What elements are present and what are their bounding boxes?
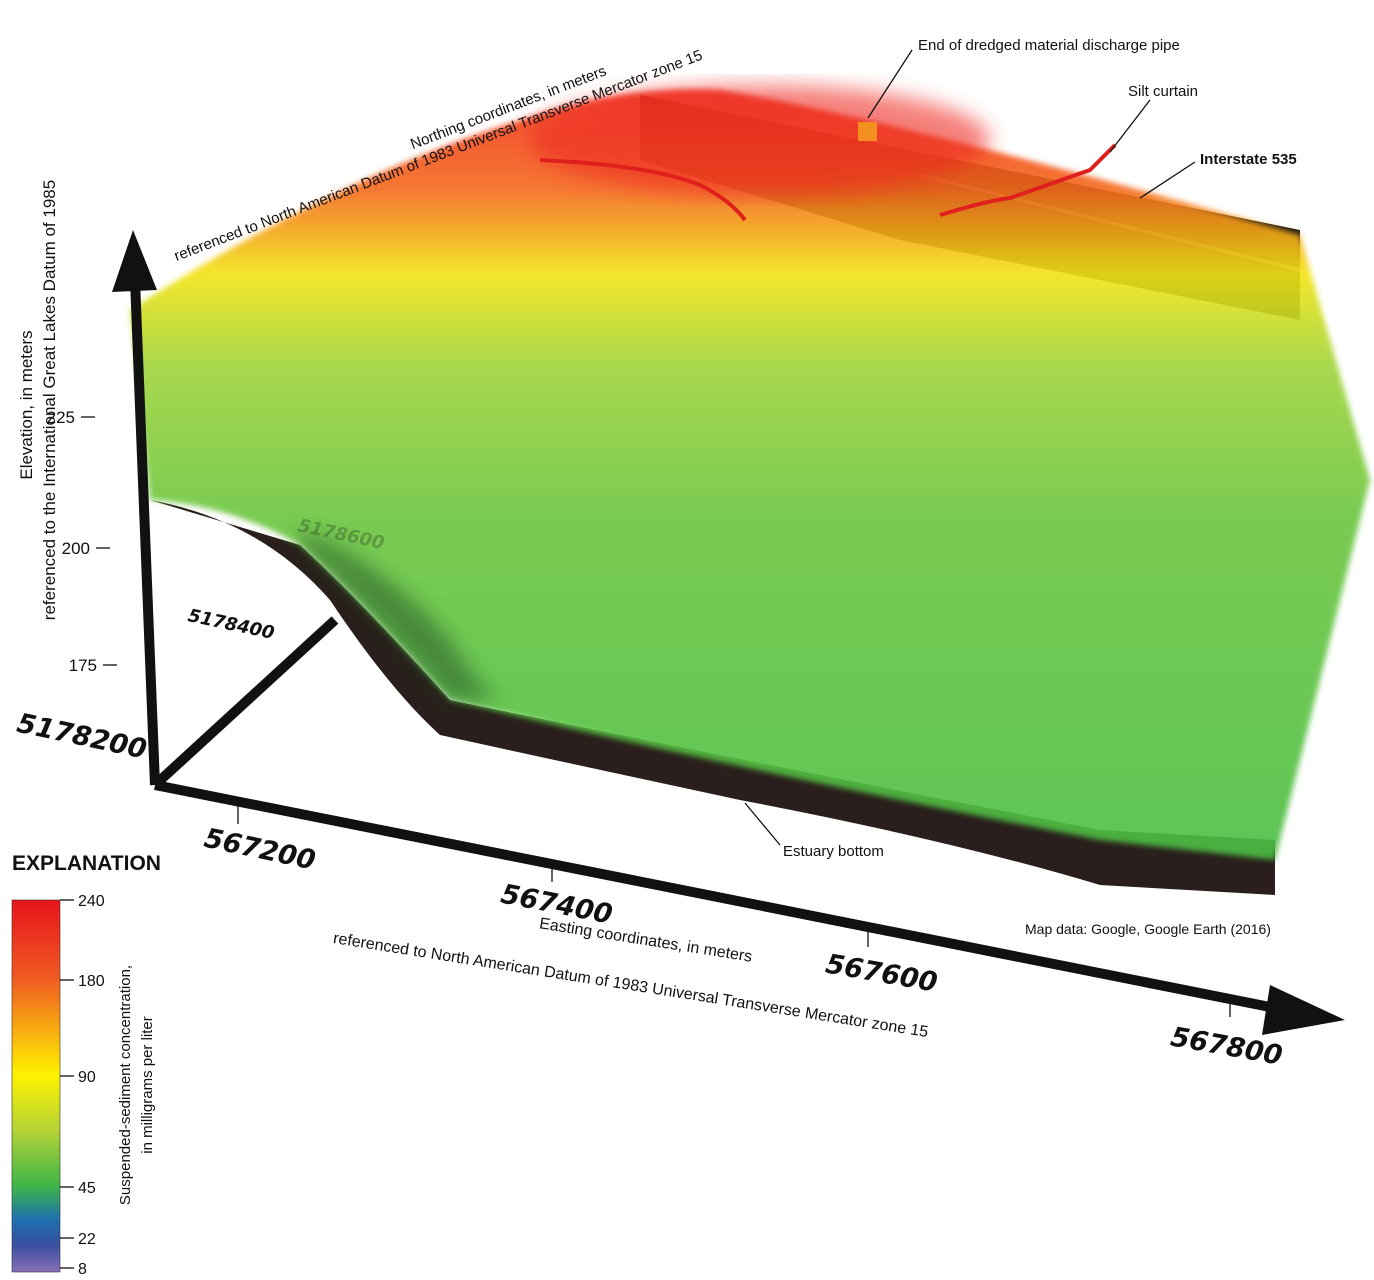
silt-curtain bbox=[539, 158, 747, 222]
tick-label: 8 bbox=[78, 1261, 87, 1278]
tick-label: 567600 bbox=[823, 949, 939, 999]
silt-curtain bbox=[939, 143, 1117, 217]
tick-label: 180 bbox=[78, 973, 105, 990]
tick-label: 175 bbox=[69, 656, 97, 675]
legend-label: in milligrams per liter bbox=[139, 1016, 156, 1154]
leader-lines bbox=[744, 49, 1196, 846]
axis-label: Elevation, in meters bbox=[17, 330, 36, 479]
arrowhead bbox=[112, 230, 157, 292]
tick-label: 45 bbox=[78, 1180, 96, 1197]
tick-label: 240 bbox=[78, 893, 105, 910]
northing-axis bbox=[151, 616, 339, 789]
tick-label: 200 bbox=[62, 539, 90, 558]
color-bar bbox=[11, 899, 61, 1273]
leader-line bbox=[744, 802, 781, 846]
credit: Map data: Google, Google Earth (2016) bbox=[1025, 921, 1271, 937]
axis-label: referenced to the International Great La… bbox=[40, 180, 59, 620]
discharge-pipe-marker bbox=[858, 122, 877, 141]
tick-label: 225 bbox=[47, 408, 75, 427]
annotation: End of dredged material discharge pipe bbox=[918, 37, 1180, 54]
tick-label: 5178200 bbox=[14, 708, 149, 766]
leader-line bbox=[1139, 161, 1196, 199]
elevation-axis bbox=[130, 279, 160, 786]
shadow bbox=[300, 530, 500, 700]
high-concentration-zone bbox=[530, 85, 990, 195]
arrowhead bbox=[1262, 985, 1345, 1035]
estuary-bottom-surface bbox=[150, 500, 1275, 895]
tick-label: 22 bbox=[78, 1231, 96, 1248]
annotation: Interstate 535 bbox=[1200, 151, 1297, 168]
legend-label: Suspended-sediment concentration, bbox=[117, 965, 134, 1205]
tick-label: 567200 bbox=[201, 823, 318, 877]
tick-label: 5178400 bbox=[186, 605, 276, 644]
easting-axis bbox=[154, 780, 1286, 1015]
tick-label: 90 bbox=[78, 1069, 96, 1086]
annotation: Estuary bottom bbox=[783, 843, 884, 860]
legend-title: EXPLANATION bbox=[12, 852, 161, 875]
leader-line bbox=[1109, 99, 1151, 153]
leader-line bbox=[867, 49, 913, 119]
annotation: Silt curtain bbox=[1128, 83, 1198, 100]
axes bbox=[112, 230, 1345, 1035]
